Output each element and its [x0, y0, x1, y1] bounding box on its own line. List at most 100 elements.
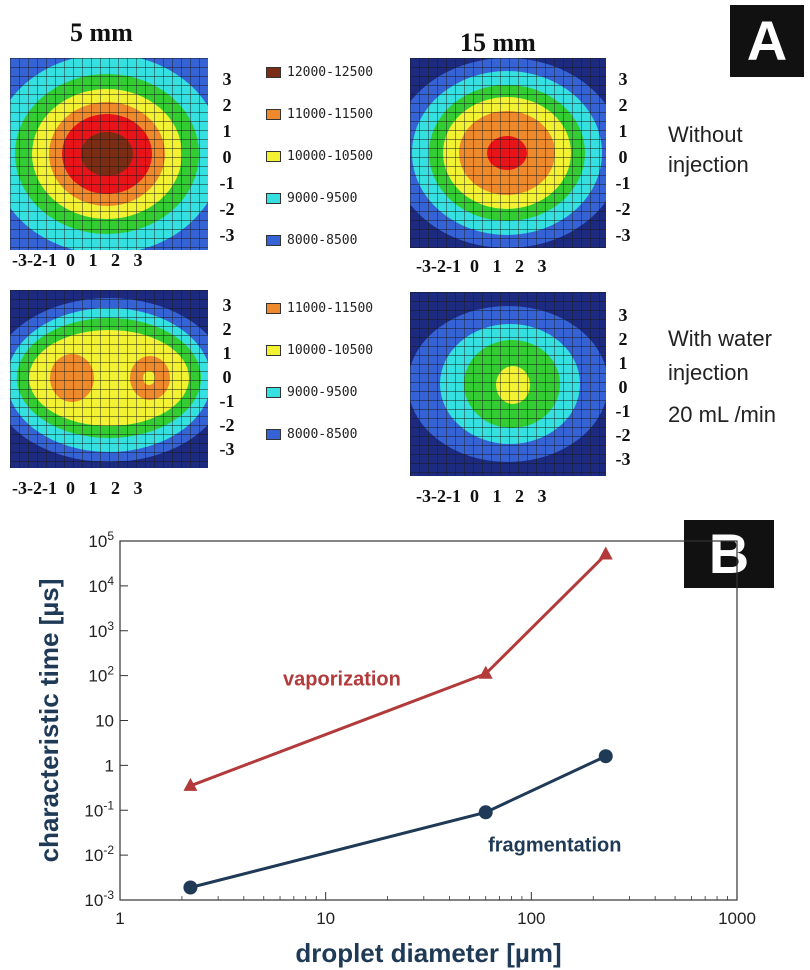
y-tick-label: 1	[105, 756, 114, 775]
note-line: 20 mL /min	[668, 402, 777, 427]
note-line: injection	[668, 360, 749, 385]
legend-swatch	[266, 192, 281, 204]
y-tick: 0	[618, 147, 628, 167]
y-tick: 0	[222, 367, 232, 387]
legend-swatch	[266, 428, 281, 440]
legend-item: 9000-9500	[266, 190, 373, 206]
y-tick: -1	[615, 173, 631, 193]
y-tick: -3	[615, 225, 631, 245]
legend-item: 9000-9500	[266, 384, 373, 400]
data-point-vaporization	[598, 546, 613, 560]
data-point-fragmentation	[478, 805, 493, 820]
y-tick-label: 10	[95, 712, 114, 731]
y-tick: -1	[219, 173, 235, 193]
legend-row1: 12000-12500 11000-11500 10000-10500 9000…	[266, 64, 373, 248]
y-tick: 1	[618, 353, 628, 373]
legend-item: 8000-8500	[266, 426, 373, 442]
legend-swatch	[266, 108, 281, 120]
y-tick: -2	[615, 425, 631, 445]
contour-x-ticks-4: -3-2-1 0 1 2 3	[416, 486, 547, 506]
contour-y-ticks-1: 3 2 1 0 -1 -2 -3	[218, 70, 236, 244]
legend-label: 9000-9500	[287, 190, 358, 206]
legend-item: 10000-10500	[266, 342, 373, 358]
legend-item: 11000-11500	[266, 106, 373, 122]
y-tick: -1	[615, 401, 631, 421]
legend-label: 9000-9500	[287, 384, 358, 400]
y-tick: 1	[222, 343, 232, 363]
data-point-vaporization	[478, 665, 493, 679]
note-line: Without	[668, 122, 743, 147]
series-line-fragmentation	[190, 754, 607, 889]
note-line: With water	[668, 326, 772, 351]
y-axis-label: characteristic time [µs]	[34, 579, 64, 863]
x-tick-label: 1000	[718, 909, 756, 928]
contour-x-ticks-2: -3-2-1 0 1 2 3	[416, 256, 547, 276]
note-without-injection: Without injection	[668, 120, 749, 180]
y-tick: 0	[618, 377, 628, 397]
y-tick: 2	[618, 95, 628, 115]
y-tick-label: 10-3	[84, 888, 114, 910]
y-tick: -1	[219, 391, 235, 411]
legend-item: 12000-12500	[266, 64, 373, 80]
legend-swatch	[266, 302, 281, 314]
legend-swatch	[266, 344, 281, 356]
contour-map-5mm-water-injection	[10, 290, 208, 468]
legend-item: 11000-11500	[266, 300, 373, 316]
y-tick: 2	[618, 329, 628, 349]
series-label-vaporization: vaporization	[283, 669, 401, 691]
chart-b: 1 10 100 1000 10-3 10-2 10-1 1 10 102 103 104 105 dro…	[34, 529, 756, 968]
data-point-fragmentation	[598, 749, 613, 764]
y-tick: 0	[222, 147, 232, 167]
legend-swatch	[266, 66, 281, 78]
y-tick: -3	[615, 449, 631, 469]
contour-x-ticks-1: -3-2-1 0 1 2 3	[12, 250, 143, 270]
panel-a-tag: A	[730, 5, 804, 77]
y-tick: 2	[222, 319, 232, 339]
legend-label: 8000-8500	[287, 232, 358, 248]
data-point-fragmentation	[183, 880, 198, 895]
y-tick: -2	[615, 199, 631, 219]
y-tick-label: 102	[88, 664, 114, 686]
legend-item: 10000-10500	[266, 148, 373, 164]
y-tick-label: 104	[88, 574, 114, 596]
note-with-injection: With water injection 20 mL /min	[668, 324, 776, 430]
x-tick-label: 100	[517, 909, 545, 928]
col-title-15mm: 15 mm	[460, 28, 536, 57]
panel-b-tag: B	[684, 520, 774, 588]
legend-item: 8000-8500	[266, 232, 373, 248]
series-label-fragmentation: fragmentation	[488, 835, 621, 857]
contour-y-ticks-4: 3 2 1 0 -1 -2 -3	[614, 306, 632, 468]
y-tick-label: 10-2	[84, 843, 114, 865]
y-tick-label: 10-1	[84, 798, 114, 820]
legend-label: 11000-11500	[287, 300, 374, 316]
legend-swatch	[266, 150, 281, 162]
legend-swatch	[266, 386, 281, 398]
x-axis-label: droplet diameter [µm]	[295, 938, 561, 968]
y-tick: 3	[618, 69, 628, 89]
y-tick: -3	[219, 439, 235, 459]
y-tick: -2	[219, 415, 235, 435]
y-tick-label: 103	[88, 619, 114, 641]
y-tick: -2	[219, 199, 235, 219]
y-tick: 3	[222, 69, 232, 89]
legend-label: 10000-10500	[287, 342, 374, 358]
y-tick: 1	[618, 121, 628, 141]
legend-swatch	[266, 234, 281, 246]
contour-y-ticks-2: 3 2 1 0 -1 -2 -3	[614, 70, 632, 244]
y-tick: 1	[222, 121, 232, 141]
contour-map-15mm-water-injection	[410, 292, 606, 476]
y-tick: 2	[222, 95, 232, 115]
legend-label: 11000-11500	[287, 106, 374, 122]
contour-y-ticks-3: 3 2 1 0 -1 -2 -3	[218, 296, 236, 458]
legend-label: 10000-10500	[287, 148, 374, 164]
col-title-5mm: 5 mm	[70, 18, 133, 47]
contour-map-15mm-no-injection	[410, 58, 606, 248]
plot-frame	[119, 540, 738, 901]
contour-x-ticks-3: -3-2-1 0 1 2 3	[12, 478, 143, 498]
note-line: injection	[668, 152, 749, 177]
x-tick-label: 10	[316, 909, 335, 928]
y-tick: 3	[618, 305, 628, 325]
y-tick: -3	[219, 225, 235, 245]
y-tick: 3	[222, 295, 232, 315]
legend-label: 8000-8500	[287, 426, 358, 442]
